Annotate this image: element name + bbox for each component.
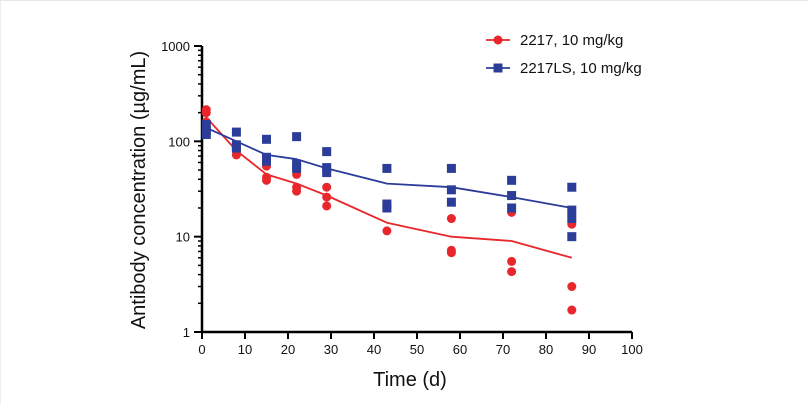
x-tick-label: 80 <box>539 342 553 357</box>
x-tick-label: 40 <box>367 342 381 357</box>
data-point-series-1 <box>201 108 211 118</box>
data-point-series-2 <box>507 175 517 185</box>
legend-label: 2217, 10 mg/kg <box>520 32 623 49</box>
data-point-series-2 <box>231 127 241 137</box>
data-point-series-2 <box>507 191 517 201</box>
data-point-series-2 <box>567 205 577 215</box>
data-point-series-2 <box>292 132 302 142</box>
data-point-series-2 <box>201 120 211 130</box>
y-tick-label: 100 <box>168 134 190 149</box>
legend-label: 2217LS, 10 mg/kg <box>520 60 642 77</box>
legend-marker <box>493 35 503 45</box>
data-point-series-1 <box>322 182 332 192</box>
x-axis-title: Time (d) <box>373 369 447 391</box>
data-point-series-1 <box>382 226 392 236</box>
x-tick-label: 60 <box>453 342 467 357</box>
data-point-series-1 <box>231 150 241 160</box>
y-tick-label: 10 <box>176 230 190 245</box>
legend-marker <box>493 63 503 73</box>
y-tick-label: 1000 <box>161 39 190 54</box>
y-axis-title: Antibody concentration (µg/mL) <box>128 51 150 329</box>
data-point-series-2 <box>322 163 332 173</box>
data-point-series-2 <box>322 147 332 157</box>
data-point-series-2 <box>262 156 271 166</box>
data-point-series-1 <box>507 267 517 277</box>
data-point-series-1 <box>446 214 456 224</box>
data-point-series-2 <box>382 203 392 213</box>
data-point-series-1 <box>446 248 456 258</box>
data-point-series-1 <box>292 186 302 196</box>
data-point-series-2 <box>382 163 392 173</box>
x-tick-label: 20 <box>281 342 295 357</box>
data-point-series-2 <box>446 197 456 207</box>
legend: 2217, 10 mg/kg 2217LS, 10 mg/kg <box>486 32 642 77</box>
data-point-series-2 <box>567 214 577 224</box>
data-points <box>201 105 577 315</box>
data-point-series-2 <box>567 182 577 192</box>
data-point-series-2 <box>262 134 271 144</box>
data-point-series-1 <box>322 192 332 202</box>
x-tick-label: 90 <box>582 342 596 357</box>
data-point-series-2 <box>446 185 456 195</box>
fit-lines <box>201 111 573 259</box>
data-point-series-2 <box>322 168 332 178</box>
data-point-series-2 <box>567 232 577 242</box>
data-point-series-1 <box>262 175 271 185</box>
data-point-series-2 <box>507 203 517 213</box>
y-tick-label: 1 <box>183 325 190 340</box>
x-tick-label: 10 <box>238 342 252 357</box>
axes: 1 10 100 1000 0 10 20 30 40 50 60 70 80 90 100 <box>161 39 643 357</box>
x-tick-label: 30 <box>324 342 338 357</box>
data-point-series-2 <box>292 159 302 169</box>
x-tick-label: 50 <box>410 342 424 357</box>
data-point-series-2 <box>446 163 456 173</box>
x-tick-label: 100 <box>621 342 643 357</box>
x-tick-label: 70 <box>496 342 510 357</box>
fit-line-series-1 <box>201 111 573 259</box>
data-point-series-2 <box>292 163 302 173</box>
data-point-series-1 <box>322 201 332 211</box>
x-tick-label: 0 <box>198 342 205 357</box>
data-point-series-2 <box>201 129 211 139</box>
data-point-series-1 <box>567 305 577 315</box>
data-point-series-1 <box>567 282 577 292</box>
data-point-series-1 <box>507 256 517 266</box>
data-point-series-2 <box>231 143 241 153</box>
